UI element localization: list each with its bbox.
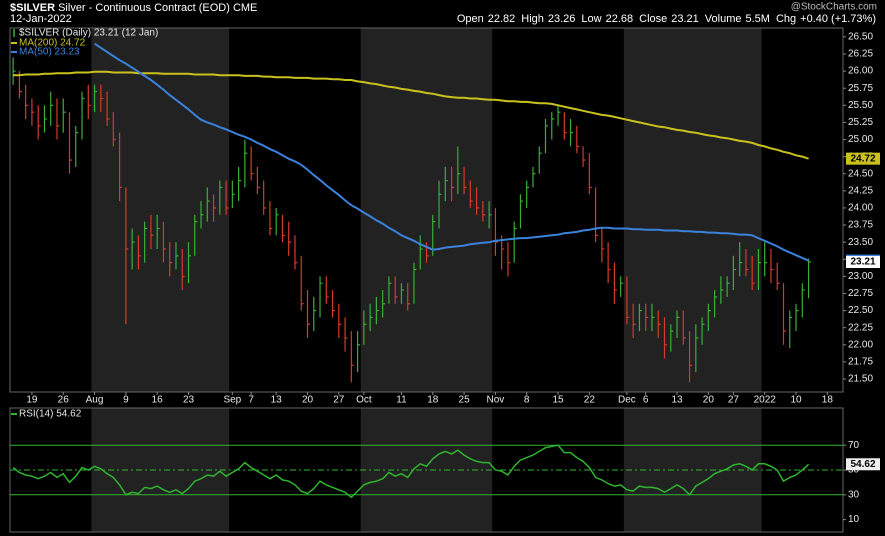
x-tick-label: Aug xyxy=(86,395,104,406)
line-series xyxy=(12,444,810,499)
y-tick-label: 70 xyxy=(848,440,860,451)
x-tick-label: 20 xyxy=(703,395,715,406)
last-value-tag xyxy=(846,152,880,165)
x-tick-label: 11 xyxy=(396,395,407,406)
y-tick-label: 23.50 xyxy=(848,237,873,248)
y-tick-label: 26.50 xyxy=(848,32,873,43)
exchange: CME xyxy=(233,2,257,14)
quote-label: Chg xyxy=(776,13,796,25)
last-value-label: 54.62 xyxy=(850,459,875,470)
quote-line: Open 22.82 High 23.26 Low 22.68 Close 23.21 Volu… xyxy=(457,13,876,25)
quote-value: 23.26 xyxy=(548,13,576,25)
last-value-label: 24.72 xyxy=(850,153,875,164)
x-tick-label: 22 xyxy=(584,395,596,406)
y-tick-label: 25.25 xyxy=(848,117,873,128)
x-tick-label: 7 xyxy=(248,395,254,406)
x-tick-label: 9 xyxy=(123,395,129,406)
x-tick-label: Dec xyxy=(618,395,636,406)
quote-value: +0.40 (+1.73%) xyxy=(800,13,876,25)
x-tick-label: 2022 xyxy=(754,395,777,406)
x-tick-label: 23 xyxy=(183,395,195,406)
x-tick-label: 18 xyxy=(822,395,834,406)
quote-label: High xyxy=(521,13,544,25)
x-tick-label: 27 xyxy=(728,395,740,406)
x-tick-label: Oct xyxy=(356,395,372,406)
y-tick-label: 25.75 xyxy=(848,83,873,94)
y-tick-label: 24.50 xyxy=(848,168,873,179)
quote-label: Close xyxy=(639,13,667,25)
y-tick-label: 23.75 xyxy=(848,220,873,231)
line-series xyxy=(13,70,809,160)
y-tick-label: 24.00 xyxy=(848,203,873,214)
y-tick-label: 22.25 xyxy=(848,322,873,333)
y-tick-label: 25.50 xyxy=(848,100,873,111)
y-tick-label: 21.50 xyxy=(848,374,873,385)
y-tick-label: 26.00 xyxy=(848,66,873,77)
date: 12-Jan-2022 xyxy=(10,13,72,25)
x-tick-label: 16 xyxy=(152,395,164,406)
y-tick-label: 23.00 xyxy=(848,271,873,282)
x-tick-label: 19 xyxy=(26,395,38,406)
x-tick-label: Sep xyxy=(223,395,241,406)
y-tick-label: 10 xyxy=(848,514,860,525)
last-value-tag xyxy=(846,256,880,268)
watermark: @StockCharts.com xyxy=(791,2,877,13)
panel-frame xyxy=(9,27,844,393)
y-tick-label: 25.00 xyxy=(848,134,873,145)
symbol: $SILVER xyxy=(10,2,55,14)
x-tick-label: 6 xyxy=(643,395,649,406)
x-tick-label: 18 xyxy=(427,395,439,406)
description: Silver - Continuous Contract (EOD) xyxy=(58,2,230,14)
x-tick-label: 27 xyxy=(333,395,345,406)
y-tick-label: 22.75 xyxy=(848,288,873,299)
month-shade xyxy=(360,28,493,392)
x-tick-label: Nov xyxy=(486,395,504,406)
x-tick-label: 10 xyxy=(790,395,802,406)
x-tick-label: 8 xyxy=(524,395,530,406)
quote-label: Low xyxy=(581,13,601,25)
y-tick-label: 30 xyxy=(848,489,860,500)
legend-label: MA(200) 24.72 xyxy=(19,38,86,49)
x-tick-label: 13 xyxy=(671,395,683,406)
x-tick-label: 13 xyxy=(271,395,283,406)
quote-value: 5.5M xyxy=(746,13,770,25)
quote-value: 22.68 xyxy=(606,13,634,25)
quote-label: Open xyxy=(457,13,484,25)
legend-label: $SILVER (Daily) 23.21 (12 Jan) xyxy=(19,28,158,39)
quote-value: 22.82 xyxy=(488,13,516,25)
x-tick-label: 25 xyxy=(459,395,471,406)
y-tick-label: 24.25 xyxy=(848,185,873,196)
month-shade xyxy=(91,28,230,392)
legend-label: RSI(14) 54.62 xyxy=(19,409,82,420)
chart-header: $SILVER Silver - Continuous Contract (EO… xyxy=(10,2,257,14)
legend-label: MA(50) 23.23 xyxy=(19,47,80,58)
x-tick-label: 26 xyxy=(58,395,70,406)
line-series xyxy=(94,42,809,262)
last-value-tag xyxy=(846,458,880,471)
y-tick-label: 22.50 xyxy=(848,305,873,316)
x-tick-label: 20 xyxy=(302,395,314,406)
quote-value: 23.21 xyxy=(671,13,699,25)
x-tick-label: 15 xyxy=(552,395,564,406)
y-tick-label: 21.75 xyxy=(848,357,873,368)
y-tick-label: 26.25 xyxy=(848,49,873,60)
quote-label: Volume xyxy=(705,13,742,25)
y-tick-label: 22.00 xyxy=(848,339,873,350)
month-shade xyxy=(623,28,762,392)
last-value-label: 23.21 xyxy=(850,257,875,268)
